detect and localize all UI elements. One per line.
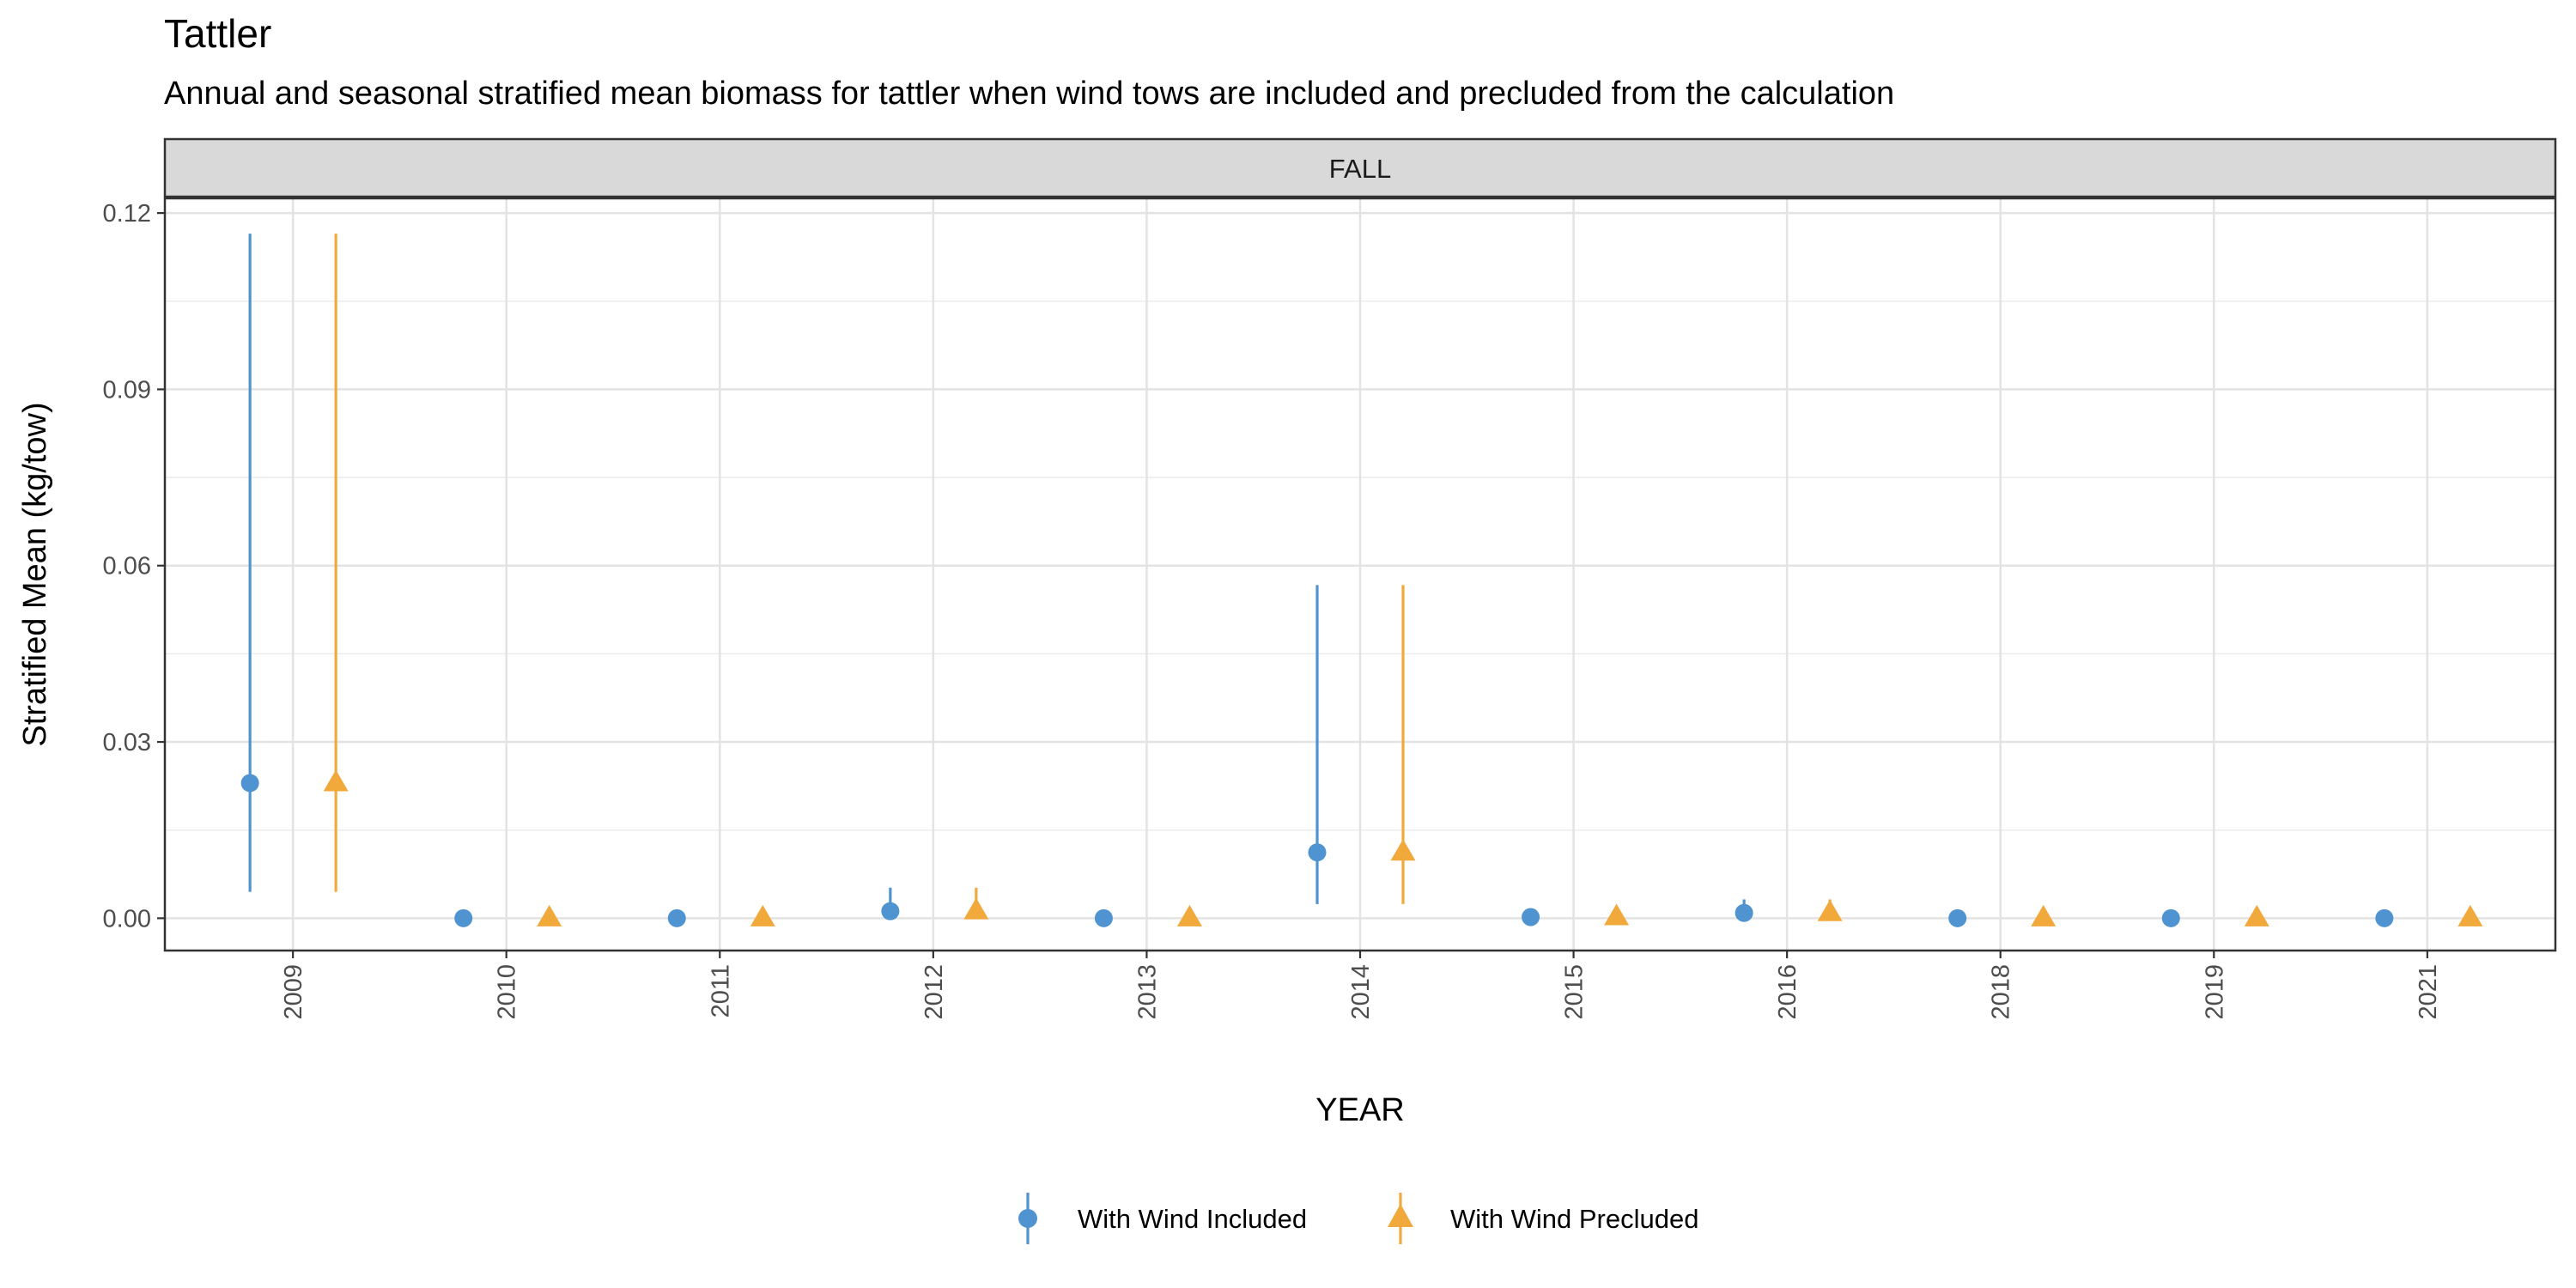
x-tick-label: 2016	[1774, 964, 1801, 1020]
y-tick-label: 0.00	[103, 905, 151, 933]
point-triangle	[963, 897, 989, 920]
facet-label: FALL	[1329, 154, 1391, 184]
point-triangle	[323, 769, 349, 792]
x-tick-label: 2014	[1347, 964, 1375, 1020]
x-tick-label: 2011	[707, 964, 734, 1018]
chart-title: Tattler	[164, 11, 272, 56]
y-tick-label: 0.09	[103, 376, 151, 404]
point-triangle	[1176, 904, 1202, 927]
point-circle	[2375, 908, 2394, 927]
point-triangle	[537, 904, 562, 927]
y-tick-label: 0.03	[103, 729, 151, 756]
point-circle	[881, 902, 900, 920]
point-triangle	[2244, 904, 2269, 927]
data-marks	[240, 234, 2483, 927]
point-circle	[1735, 903, 1753, 922]
point-circle	[2161, 908, 2180, 927]
x-tick-label: 2010	[494, 964, 521, 1020]
x-axis-title: YEAR	[1315, 1092, 1404, 1128]
point-circle	[240, 774, 259, 793]
legend-label: With Wind Precluded	[1450, 1204, 1698, 1234]
legend-key-triangle	[1388, 1204, 1413, 1227]
point-triangle	[750, 904, 775, 927]
x-tick-label: 2019	[2201, 964, 2228, 1020]
point-triangle	[1390, 839, 1416, 861]
point-circle	[1948, 908, 1967, 927]
point-circle	[454, 908, 473, 927]
legend: With Wind Included With Wind Precluded	[1018, 1193, 1698, 1244]
legend-key-circle	[1018, 1209, 1037, 1228]
x-tick-label: 2012	[920, 964, 948, 1020]
legend-label: With Wind Included	[1078, 1204, 1307, 1234]
point-circle	[1308, 843, 1327, 862]
x-tick-label: 2018	[1988, 964, 2015, 1020]
y-axis: 0.00 0.03 0.06 0.09 0.12	[103, 200, 165, 933]
y-tick-label: 0.06	[103, 553, 151, 580]
point-triangle	[1817, 899, 1843, 921]
chart-subtitle: Annual and seasonal stratified mean biom…	[164, 76, 1895, 112]
point-circle	[667, 908, 686, 927]
y-axis-title: Stratified Mean (kg/tow)	[17, 402, 53, 746]
major-gridlines	[165, 198, 2555, 951]
y-tick-label: 0.12	[103, 200, 151, 228]
x-tick-label: 2015	[1561, 964, 1589, 1020]
plot-panel	[163, 197, 2557, 952]
x-tick-label: 2021	[2415, 964, 2442, 1020]
x-tick-label: 2009	[280, 964, 307, 1020]
x-axis: 2009 2010 2011 2012 2013 2014 2015 2016 2018 2019…	[280, 951, 2442, 1020]
point-circle	[1522, 908, 1540, 927]
point-triangle	[2458, 904, 2483, 927]
x-tick-label: 2013	[1133, 964, 1161, 1020]
point-triangle	[1604, 903, 1630, 926]
facet-strip: FALL	[163, 137, 2557, 198]
point-triangle	[2031, 904, 2057, 927]
point-circle	[1094, 908, 1113, 927]
